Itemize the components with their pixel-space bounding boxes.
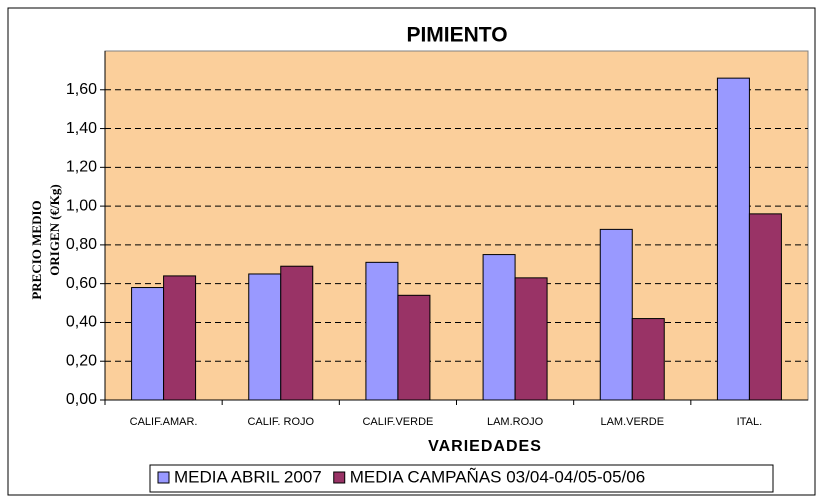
y-tick-label: 0,20 [66,352,97,369]
legend-swatch [333,471,346,484]
legend-label: MEDIA ABRIL 2007 [174,467,322,486]
y-tick-label: 1,20 [66,159,97,176]
x-tick-label: CALIF.AMAR. [130,416,198,428]
bar [631,318,665,401]
y-axis-label-line: ORIGEN (€/Kg) [47,184,62,275]
bar [599,228,633,401]
y-tick-label: 0,80 [66,236,97,253]
y-axis-label-line: PRECIO MEDIO [29,200,44,299]
x-tick-label: ITAL. [737,416,762,428]
legend-label: MEDIA CAMPAÑAS 03/04-04/05-05/06 [350,467,645,486]
x-tick-label: LAM.VERDE [600,416,664,428]
bar [482,254,516,401]
y-tick-label: 1,00 [66,197,97,214]
plot-area [104,50,809,401]
bar [716,77,750,401]
bar [514,277,548,401]
x-tick-label: LAM.ROJO [487,416,544,428]
bar [280,265,314,401]
bar [248,273,282,401]
bar [397,294,431,401]
y-tick-label: 0,00 [66,391,97,408]
chart-title: PIMIENTO [406,24,507,47]
legend-box [149,464,774,493]
bar [131,287,165,401]
y-axis-label: PRECIO MEDIO ORIGEN (€/Kg) [29,184,62,299]
y-tick-label: 0,40 [66,314,97,331]
bar [163,275,197,401]
y-tick-label: 1,60 [66,81,97,98]
legend-swatch [157,471,170,484]
x-tick-label: CALIF.VERDE [362,416,433,428]
x-axis-label: VARIEDADES [428,438,542,455]
bar [365,261,399,401]
y-tick-label: 1,40 [66,120,97,137]
x-tick-label: CALIF. ROJO [247,416,314,428]
y-tick-label: 0,60 [66,275,97,292]
bar [748,213,782,401]
